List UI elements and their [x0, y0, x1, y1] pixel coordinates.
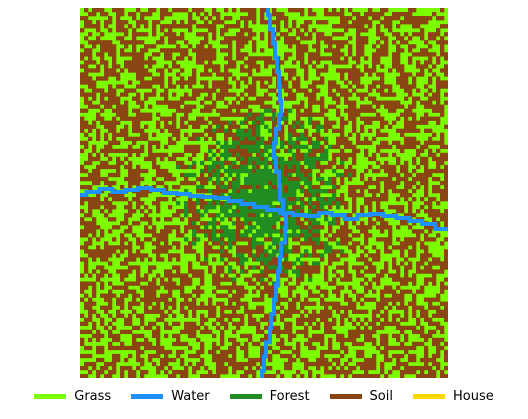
water-swatch — [131, 394, 163, 399]
map-legend: Grass Water Forest Soil House — [0, 385, 528, 407]
legend-label: House — [453, 389, 494, 404]
land-use-map — [80, 8, 448, 378]
soil-swatch — [330, 394, 362, 399]
legend-item-house: House — [413, 389, 494, 404]
legend-label: Soil — [370, 389, 393, 404]
legend-item-water: Water — [131, 389, 209, 404]
forest-swatch — [230, 394, 262, 399]
legend-item-forest: Forest — [230, 389, 310, 404]
legend-label: Grass — [74, 389, 111, 404]
legend-item-grass: Grass — [34, 389, 111, 404]
legend-item-soil: Soil — [330, 389, 393, 404]
legend-label: Forest — [270, 389, 310, 404]
house-swatch — [413, 394, 445, 399]
grass-swatch — [34, 394, 66, 399]
legend-label: Water — [171, 389, 209, 404]
